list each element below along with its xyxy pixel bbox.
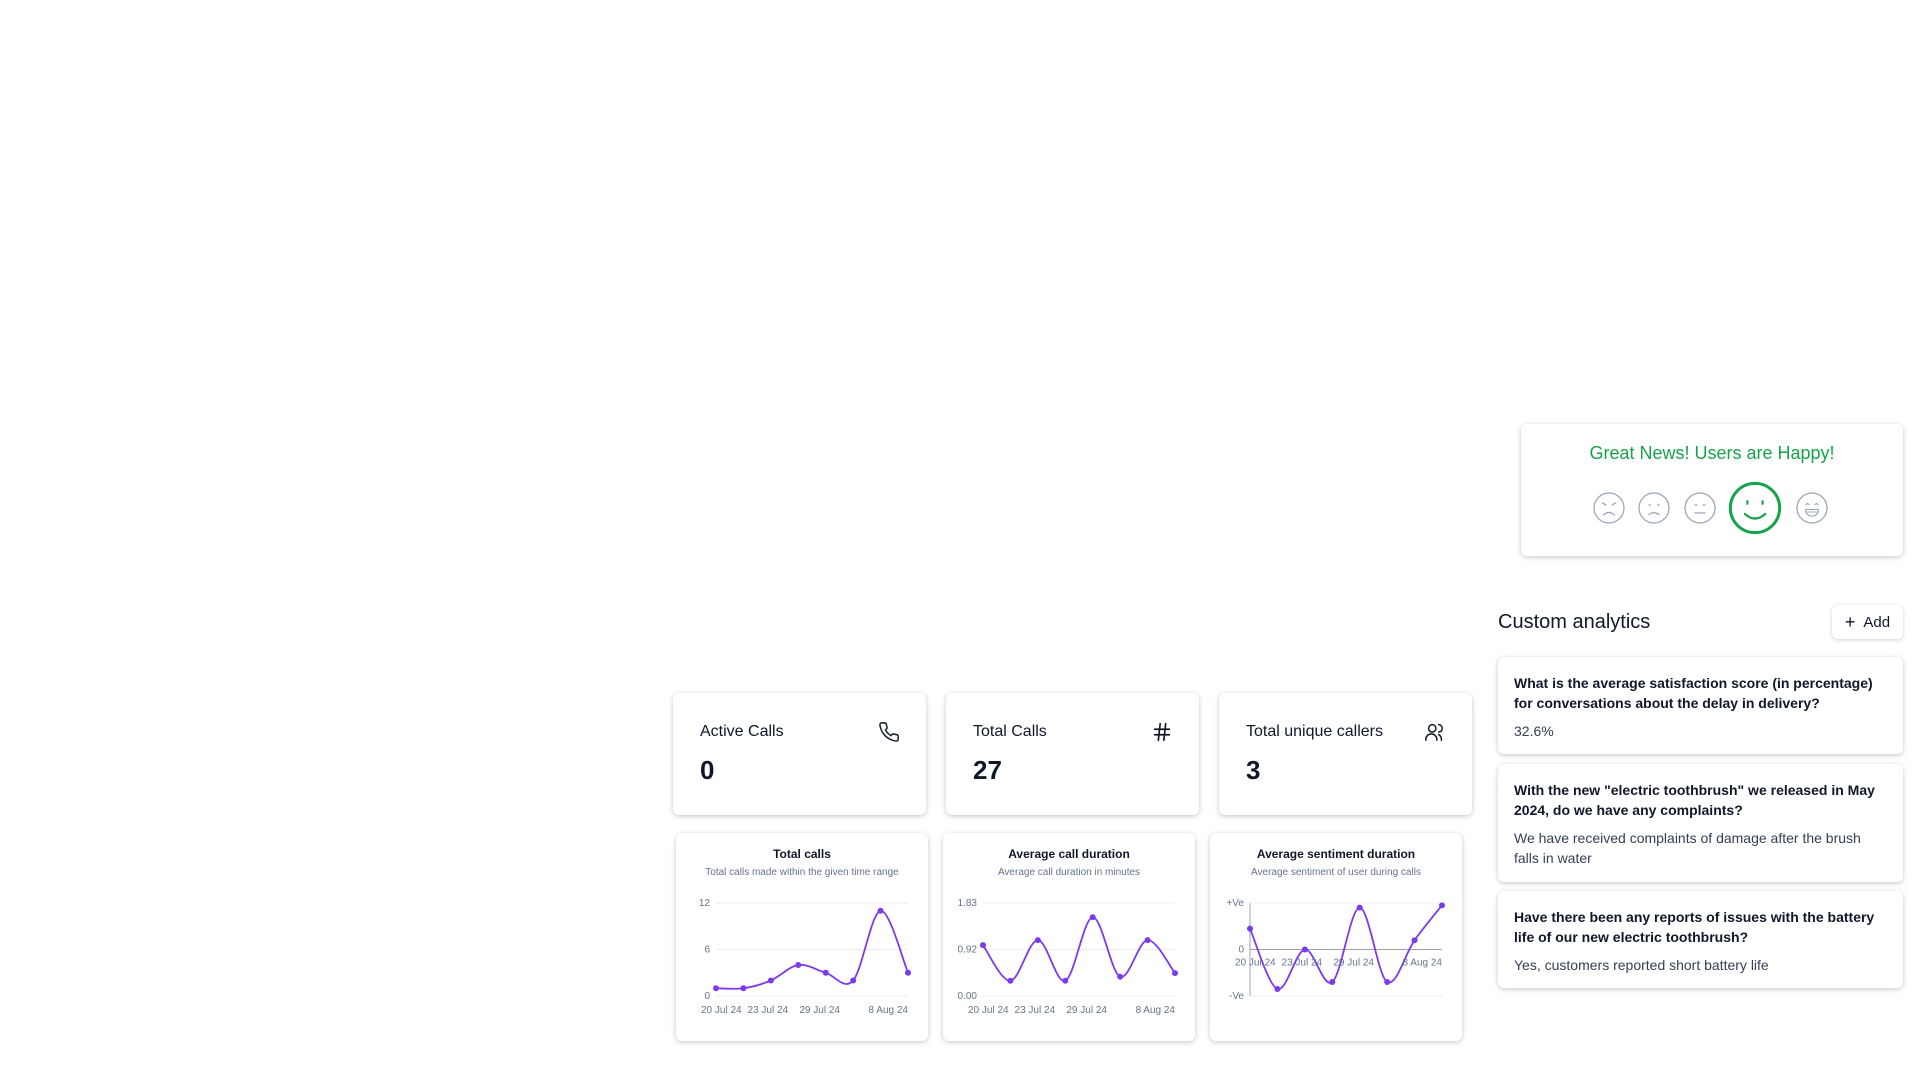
analytics-item[interactable]: Have there been any reports of issues wi… — [1498, 891, 1903, 988]
stat-label: Total Calls — [973, 723, 1047, 740]
data-point[interactable] — [1439, 902, 1445, 909]
data-point[interactable] — [767, 977, 774, 984]
data-point[interactable] — [1144, 937, 1151, 944]
analytics-item[interactable]: With the new "electric toothbrush" we re… — [1498, 764, 1903, 882]
data-point[interactable] — [1274, 986, 1281, 993]
neutral-face-icon[interactable] — [1684, 492, 1716, 524]
analytics-question: Have there been any reports of issues wi… — [1514, 909, 1875, 945]
angry-face-icon[interactable] — [1593, 492, 1625, 524]
very-happy-face-icon[interactable] — [1796, 492, 1828, 524]
data-point[interactable] — [877, 907, 884, 914]
stat-value: 3 — [1246, 755, 1261, 785]
data-point[interactable] — [1301, 946, 1308, 953]
stat-value: 27 — [973, 755, 1002, 785]
analytics-answer: Yes, customers reported short battery li… — [1514, 957, 1769, 973]
data-point[interactable] — [1247, 925, 1253, 932]
x-tick-label: 29 Jul 24 — [799, 1005, 840, 1016]
x-tick-label: 23 Jul 24 — [1015, 1005, 1056, 1016]
chart-title: Average sentiment duration — [1256, 847, 1416, 861]
stat-label: Total unique callers — [1246, 723, 1383, 740]
data-point[interactable] — [850, 977, 857, 984]
x-tick-label: 8 Aug 24 — [1403, 958, 1443, 969]
x-tick-label: 8 Aug 24 — [869, 1005, 909, 1016]
data-point[interactable] — [1411, 937, 1418, 944]
chart-title: Average call duration — [1008, 847, 1130, 861]
data-point[interactable] — [1062, 977, 1069, 984]
x-tick-label: 29 Jul 24 — [1066, 1005, 1107, 1016]
x-tick-label: 20 Jul 24 — [701, 1005, 742, 1016]
data-point[interactable] — [822, 969, 829, 976]
x-tick-label: 8 Aug 24 — [1136, 1005, 1176, 1016]
x-tick-label: 29 Jul 24 — [1333, 958, 1374, 969]
add-button[interactable]: + Add — [1832, 605, 1903, 639]
data-point[interactable] — [1007, 977, 1014, 984]
data-point[interactable] — [740, 985, 747, 992]
stat-label: Active Calls — [700, 723, 784, 740]
chart-plot: 1.83 0.92 0.00 20 Jul 24 23 Jul 24 29 Jul 24 8… — [958, 898, 1178, 1016]
data-point[interactable] — [1117, 973, 1124, 980]
y-tick-label: 12 — [699, 898, 711, 909]
data-point[interactable] — [713, 985, 719, 992]
y-tick-label: 6 — [704, 945, 710, 956]
chart-subtitle: Average sentiment of user during calls — [1251, 867, 1421, 878]
x-tick-label: 20 Jul 24 — [968, 1005, 1009, 1016]
stat-card-unique-callers: Total unique callers 3 — [1219, 693, 1472, 815]
y-tick-label: 1.83 — [958, 898, 978, 909]
data-point[interactable] — [795, 962, 802, 968]
chart-subtitle: Average call duration in minutes — [997, 867, 1141, 878]
x-tick-label: 23 Jul 24 — [1282, 958, 1323, 969]
add-button-label: Add — [1863, 613, 1891, 631]
chart-card-average-sentiment: Average sentiment duration Average senti… — [1210, 833, 1462, 1041]
analytics-question: What is the average satisfaction score (… — [1514, 675, 1873, 711]
chart-subtitle: Total calls made within the given time r… — [705, 867, 899, 878]
stat-card-total-calls: Total Calls 27 — [946, 693, 1199, 815]
series-line — [1249, 904, 1443, 990]
phone-icon — [879, 722, 899, 742]
data-point[interactable] — [1356, 904, 1363, 911]
data-point[interactable] — [980, 942, 986, 949]
y-tick-label: 0 — [704, 991, 710, 1002]
sad-face-icon[interactable] — [1638, 492, 1670, 524]
chart-card-average-call-duration: Average call duration Average call durat… — [943, 833, 1195, 1041]
y-tick-label: 0.92 — [958, 945, 978, 956]
x-tick-label: 23 Jul 24 — [748, 1005, 789, 1016]
analytics-question: With the new "electric toothbrush" we re… — [1514, 782, 1875, 818]
stat-value: 0 — [700, 755, 715, 785]
hash-icon — [1153, 722, 1171, 742]
y-tick-label: 0 — [1238, 945, 1244, 956]
chart-plot: 12 6 0 20 Jul 24 23 Jul 24 29 Jul 24 8 Aug 24 — [699, 898, 911, 1016]
series-line — [982, 916, 1176, 982]
data-point[interactable] — [1384, 979, 1391, 986]
custom-analytics-title: Custom analytics — [1498, 611, 1651, 633]
data-point[interactable] — [1329, 979, 1336, 986]
chart-card-total-calls: Total calls Total calls made within the … — [676, 833, 928, 1041]
sentiment-card: Great News! Users are Happy! — [1521, 424, 1903, 556]
users-icon — [1425, 723, 1444, 741]
sentiment-title: Great News! Users are Happy! — [1589, 443, 1835, 463]
sentiment-face-row — [1521, 478, 1903, 538]
data-point[interactable] — [905, 969, 911, 976]
chart-plot: +Ve 0 -Ve 20 Jul 24 23 Jul 24 29 Jul 24 8 Aug … — [1226, 898, 1445, 1002]
chart-title: Total calls — [773, 847, 831, 861]
data-point[interactable] — [1034, 937, 1041, 944]
stat-card-active-calls: Active Calls 0 — [673, 693, 926, 815]
analytics-answer: 32.6% — [1514, 723, 1554, 739]
data-point[interactable] — [1089, 914, 1096, 921]
plus-icon: + — [1844, 612, 1856, 632]
analytics-item[interactable]: What is the average satisfaction score (… — [1498, 657, 1903, 754]
x-tick-label: 20 Jul 24 — [1235, 958, 1276, 969]
y-tick-label: 0.00 — [958, 991, 978, 1002]
y-tick-label: -Ve — [1229, 991, 1244, 1002]
y-tick-label: +Ve — [1226, 898, 1244, 909]
data-point[interactable] — [1172, 970, 1178, 977]
analytics-answer: We have received complaints of damage af… — [1514, 830, 1861, 866]
happy-face-icon[interactable] — [1728, 481, 1782, 535]
